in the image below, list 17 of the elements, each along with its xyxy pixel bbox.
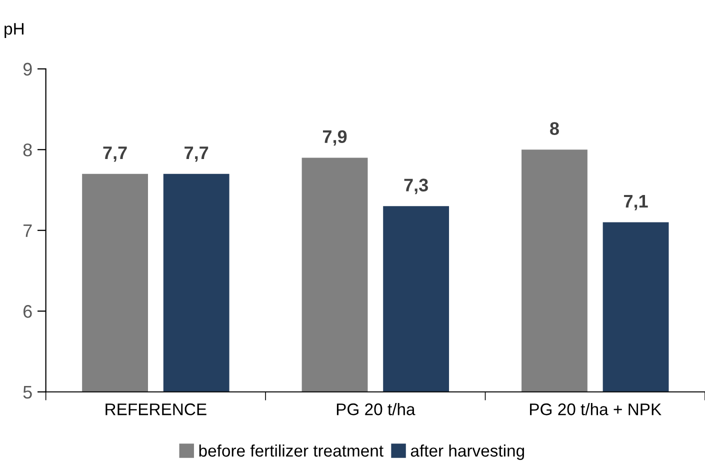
y-tick-label: 8 bbox=[23, 144, 32, 156]
legend-label: before fertilizer treatment bbox=[199, 444, 384, 457]
data-label: 7,9 bbox=[322, 130, 347, 146]
data-label: 8 bbox=[550, 122, 559, 135]
x-tick-label: PG 20 t/ha bbox=[336, 402, 416, 416]
y-axis-title: pH bbox=[4, 23, 24, 38]
x-tick-label: REFERENCE bbox=[106, 403, 206, 416]
x-tick-label: PG 20 t/ha + NPK bbox=[530, 402, 662, 416]
data-label: 7,1 bbox=[624, 195, 648, 210]
data-label: 7,3 bbox=[404, 178, 428, 194]
data-label: 7,7 bbox=[184, 146, 208, 162]
y-tick-label: 5 bbox=[23, 386, 32, 399]
y-tick-label: 6 bbox=[24, 305, 32, 318]
y-tick-label: 7 bbox=[24, 224, 32, 237]
data-label: 7,7 bbox=[103, 146, 127, 162]
y-tick-label: 9 bbox=[23, 62, 32, 76]
legend-label: after harvesting bbox=[410, 444, 524, 460]
